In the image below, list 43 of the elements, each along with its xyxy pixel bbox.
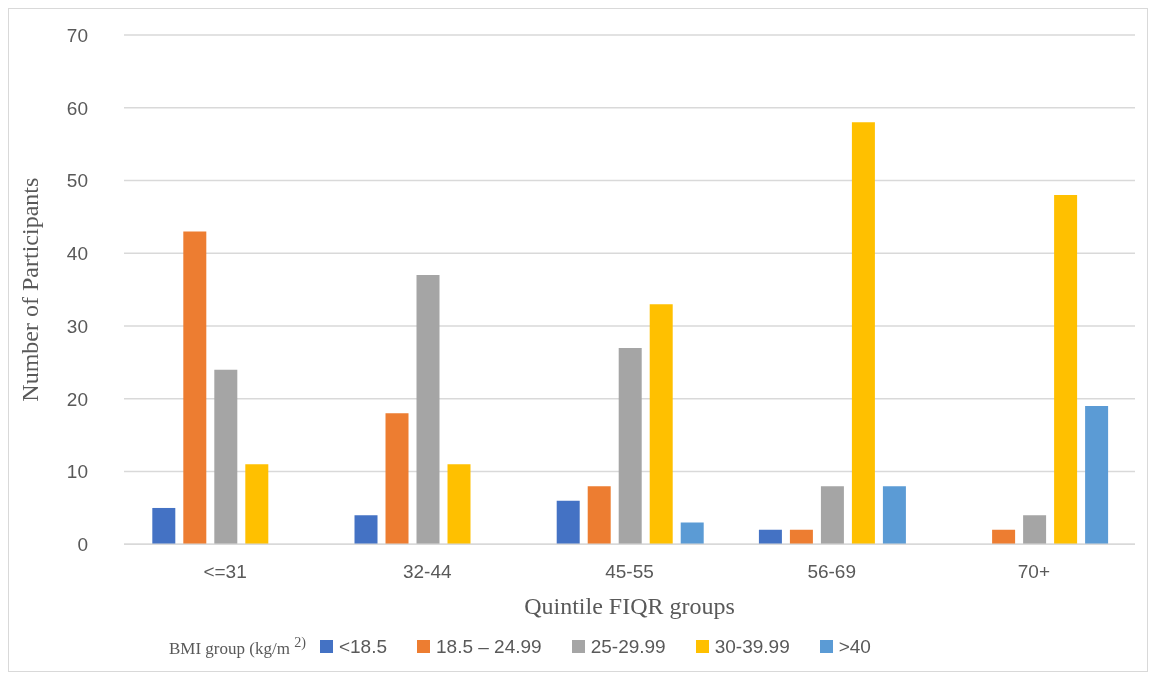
bar [851,122,875,545]
y-tick-label: 40 [66,243,88,265]
bar [618,347,642,545]
bar [680,522,704,545]
bar [758,529,782,545]
y-tick-label: 50 [66,170,88,192]
bar [649,304,673,545]
bar [245,464,269,545]
legend-label: 30-39.99 [714,635,790,658]
legend-label: <18.5 [338,635,388,658]
x-axis-title: Quintile FIQR groups [524,593,735,620]
bar [214,369,238,545]
legend-label: 25-29.99 [590,635,666,658]
y-axis-title: Number of Participants [16,177,43,402]
bar [385,413,409,545]
bar [1023,515,1047,545]
bar [789,529,813,545]
bar [183,231,207,545]
legend-label: 18.5 – 24.99 [436,635,542,658]
y-tick-label: 70 [66,24,88,46]
x-tick-label: 56-69 [807,560,856,582]
bar [556,500,580,545]
bar [1054,195,1078,545]
y-tick-label: 0 [77,534,88,556]
bar [447,464,471,545]
legend-title: BMI group (kg/m $^{2)}$ [169,634,306,659]
x-tick-label: 32-44 [403,560,453,582]
y-tick-label: 20 [66,388,88,410]
bar [416,275,440,545]
y-tick-label: 30 [66,315,88,337]
bar [587,486,611,545]
x-tick-label: 45-55 [605,560,654,582]
bar [820,486,844,545]
y-tick-label: 60 [66,97,88,119]
bar [992,529,1016,545]
bar [882,486,906,545]
bar [1085,406,1109,545]
bar [354,515,378,545]
legend-label: >40 [838,635,871,658]
x-tick-label: <=31 [203,560,247,582]
y-tick-label: 10 [66,461,88,483]
x-tick-label: 70+ [1017,560,1051,582]
bar [152,507,176,545]
